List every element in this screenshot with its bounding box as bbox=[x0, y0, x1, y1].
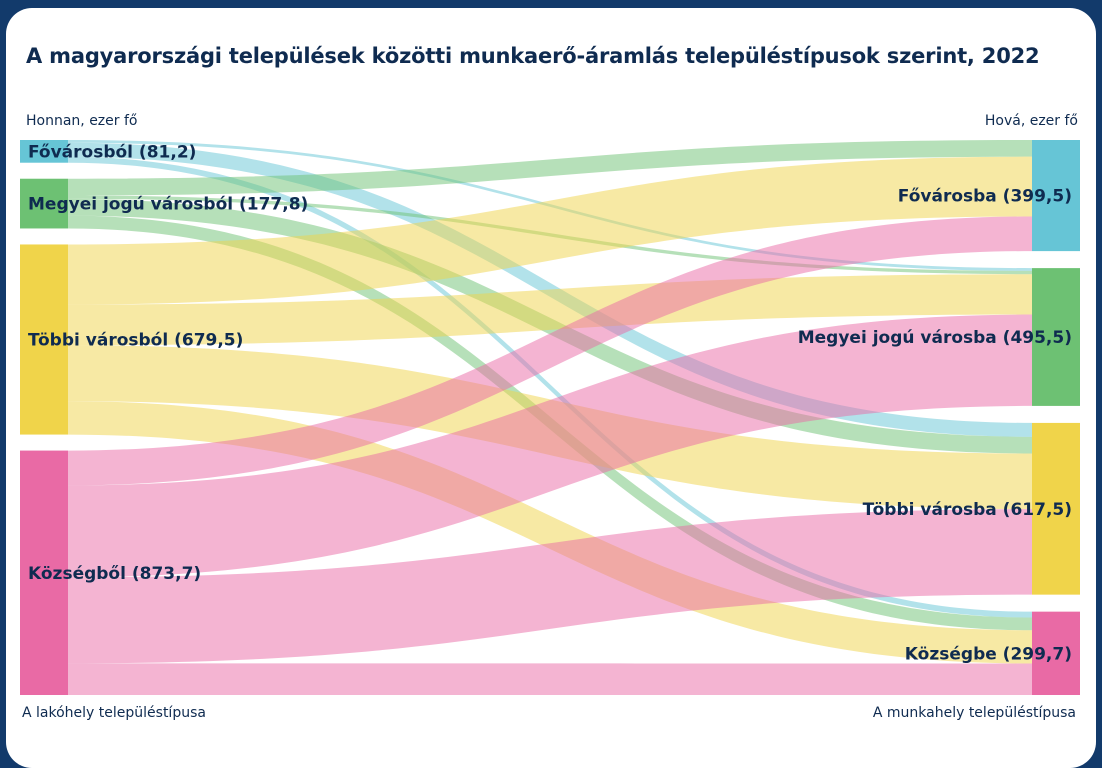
target-header: Hová, ezer fő bbox=[984, 113, 1078, 129]
chart-title: A magyarországi települések közötti munk… bbox=[26, 44, 1040, 68]
target-node-koz bbox=[1032, 611, 1080, 695]
source-node-koz bbox=[20, 450, 68, 695]
target-axis-label: A munkahely településtípusa bbox=[872, 705, 1076, 721]
sankey-flows bbox=[68, 140, 1032, 695]
source-header: Honnan, ezer fő bbox=[26, 113, 138, 129]
target-node-tov bbox=[1032, 422, 1080, 595]
source-node-mjv bbox=[20, 178, 68, 229]
flow-tov-to-koz bbox=[68, 401, 1032, 664]
sankey-labels: Fővárosból (81,2) Megyei jogú városból (1… bbox=[28, 142, 1072, 664]
target-node-mjv bbox=[1032, 268, 1080, 406]
flow-koz-to-fov bbox=[68, 216, 1032, 486]
flow-koz-to-koz bbox=[68, 663, 1032, 695]
source-label-fov: Fővárosból (81,2) bbox=[28, 142, 196, 162]
source-label-tov: Többi városból (679,5) bbox=[28, 331, 243, 351]
target-node-fov bbox=[1032, 140, 1080, 252]
flow-tov-to-mjv bbox=[68, 274, 1032, 346]
target-label-tov: Többi városba (617,5) bbox=[863, 500, 1072, 520]
source-label-mjv: Megyei jogú városból (177,8) bbox=[28, 195, 308, 215]
source-node-fov bbox=[20, 140, 68, 163]
target-label-koz: Községbe (299,7) bbox=[905, 644, 1072, 664]
flow-koz-to-tov bbox=[68, 509, 1032, 664]
sankey-nodes bbox=[20, 140, 1080, 695]
source-label-koz: Községből (873,7) bbox=[28, 564, 201, 584]
target-label-mjv: Megyei jogú városba (495,5) bbox=[798, 328, 1072, 348]
flow-tov-to-fov bbox=[68, 156, 1032, 305]
flow-koz-to-mjv bbox=[68, 314, 1032, 578]
flow-mjv-to-fov bbox=[68, 140, 1032, 196]
sankey-diagram: Fővárosból (81,2) Megyei jogú városból (1… bbox=[20, 140, 1080, 695]
target-label-fov: Fővárosba (399,5) bbox=[898, 187, 1072, 207]
source-axis-label: A lakóhely településtípusa bbox=[22, 705, 206, 721]
flow-fov-to-koz bbox=[68, 156, 1032, 618]
source-node-tov bbox=[20, 244, 68, 435]
